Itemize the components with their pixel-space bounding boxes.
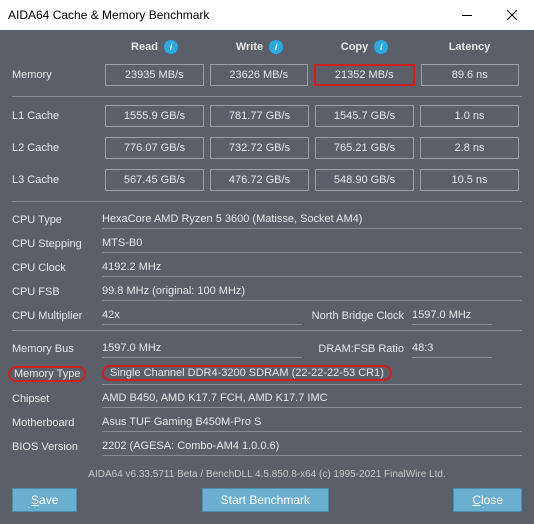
close-button[interactable]: [489, 0, 534, 30]
info-value: 2202 (AGESA: Combo-AM4 1.0.0.6): [102, 438, 522, 456]
info-icon[interactable]: i: [374, 40, 388, 54]
cell-memory-read: 23935 MB/s: [105, 64, 204, 86]
cell-l3-copy: 548.90 GB/s: [315, 169, 414, 191]
cell-l1-write: 781.77 GB/s: [210, 105, 309, 127]
close-button[interactable]: Close: [453, 488, 522, 512]
col-copy-label: Copy: [341, 41, 369, 53]
info-value: 4192.2 MHz: [102, 259, 522, 277]
info-sublabel: North Bridge Clock: [302, 310, 412, 322]
cell-l2-read: 776.07 GB/s: [105, 137, 204, 159]
row-l3: L3 Cache 567.45 GB/s 476.72 GB/s 548.90 …: [12, 169, 522, 191]
col-latency-label: Latency: [449, 41, 491, 53]
row-label: Memory: [12, 69, 102, 81]
info-icon[interactable]: i: [164, 40, 178, 54]
mem-type-value-highlight: Single Channel DDR4-3200 SDRAM (22-22-22…: [102, 365, 392, 381]
cell-memory-copy: 21352 MB/s: [314, 64, 415, 86]
info-value-wrap: Single Channel DDR4-3200 SDRAM (22-22-22…: [102, 363, 522, 385]
footer-text: AIDA64 v6.33.5711 Beta / BenchDLL 4.5.85…: [12, 469, 522, 480]
info-label: CPU Type: [12, 214, 102, 226]
info-value: 42x: [102, 307, 302, 325]
info-cpu-clock: CPU Clock 4192.2 MHz: [12, 258, 522, 278]
info-value: 1597.0 MHz: [102, 340, 302, 358]
info-label: CPU Clock: [12, 262, 102, 274]
cell-l1-read: 1555.9 GB/s: [105, 105, 204, 127]
cell-l1-copy: 1545.7 GB/s: [315, 105, 414, 127]
col-read-label: Read: [131, 41, 158, 53]
cell-l1-latency: 1.0 ns: [420, 105, 519, 127]
divider: [12, 330, 522, 331]
info-label: Memory Bus: [12, 343, 102, 355]
row-label: L2 Cache: [12, 142, 102, 154]
row-memory: Memory 23935 MB/s 23626 MB/s 21352 MB/s …: [12, 64, 522, 86]
info-value: AMD B450, AMD K17.7 FCH, AMD K17.7 IMC: [102, 390, 522, 408]
info-chipset: Chipset AMD B450, AMD K17.7 FCH, AMD K17…: [12, 389, 522, 409]
info-mem-bus: Memory Bus 1597.0 MHz DRAM:FSB Ratio 48:…: [12, 339, 522, 359]
info-label: CPU FSB: [12, 286, 102, 298]
info-motherboard: Motherboard Asus TUF Gaming B450M-Pro S: [12, 413, 522, 433]
mem-type-label-highlight: Memory Type: [8, 366, 86, 382]
info-label: BIOS Version: [12, 441, 102, 453]
info-value: HexaCore AMD Ryzen 5 3600 (Matisse, Sock…: [102, 211, 522, 229]
info-mem-type: Memory Type Single Channel DDR4-3200 SDR…: [12, 363, 522, 385]
info-label: Chipset: [12, 393, 102, 405]
divider: [12, 201, 522, 202]
info-value: MTS-B0: [102, 235, 522, 253]
info-value: 99.8 MHz (original: 100 MHz): [102, 283, 522, 301]
minimize-button[interactable]: [444, 0, 489, 30]
info-bios: BIOS Version 2202 (AGESA: Combo-AM4 1.0.…: [12, 437, 522, 457]
cell-l3-write: 476.72 GB/s: [210, 169, 309, 191]
info-value: Asus TUF Gaming B450M-Pro S: [102, 414, 522, 432]
col-latency: Latency: [417, 41, 522, 53]
window-title: AIDA64 Cache & Memory Benchmark: [8, 8, 444, 22]
info-label: Motherboard: [12, 417, 102, 429]
cell-l3-latency: 10.5 ns: [420, 169, 519, 191]
col-copy: Copy i: [312, 40, 417, 54]
save-button[interactable]: Save: [12, 488, 77, 512]
row-l1: L1 Cache 1555.9 GB/s 781.77 GB/s 1545.7 …: [12, 105, 522, 127]
col-read: Read i: [102, 40, 207, 54]
info-subvalue: 48:3: [412, 340, 492, 358]
start-benchmark-button[interactable]: Start Benchmark: [202, 488, 329, 512]
info-cpu-type: CPU Type HexaCore AMD Ryzen 5 3600 (Mati…: [12, 210, 522, 230]
col-write-label: Write: [236, 41, 263, 53]
row-l2: L2 Cache 776.07 GB/s 732.72 GB/s 765.21 …: [12, 137, 522, 159]
info-cpu-mult: CPU Multiplier 42x North Bridge Clock 15…: [12, 306, 522, 326]
info-subvalue: 1597.0 MHz: [412, 307, 492, 325]
button-row: Save Start Benchmark Close: [0, 480, 534, 524]
save-label: ave: [39, 493, 58, 507]
info-sublabel: DRAM:FSB Ratio: [302, 343, 412, 355]
info-cpu-fsb: CPU FSB 99.8 MHz (original: 100 MHz): [12, 282, 522, 302]
info-label: CPU Multiplier: [12, 310, 102, 322]
cell-memory-write: 23626 MB/s: [210, 64, 309, 86]
divider: [12, 96, 522, 97]
info-icon[interactable]: i: [269, 40, 283, 54]
col-write: Write i: [207, 40, 312, 54]
cell-l3-read: 567.45 GB/s: [105, 169, 204, 191]
info-label: Memory Type: [12, 368, 102, 380]
info-label: CPU Stepping: [12, 238, 102, 250]
cell-l2-write: 732.72 GB/s: [210, 137, 309, 159]
header-row: Read i Write i Copy i Latency: [12, 40, 522, 54]
close-label: lose: [481, 493, 503, 507]
cell-l2-copy: 765.21 GB/s: [315, 137, 414, 159]
info-cpu-stepping: CPU Stepping MTS-B0: [12, 234, 522, 254]
cell-memory-latency: 89.6 ns: [421, 64, 520, 86]
cell-l2-latency: 2.8 ns: [420, 137, 519, 159]
titlebar: AIDA64 Cache & Memory Benchmark: [0, 0, 534, 30]
content-area: Read i Write i Copy i Latency Memory 239…: [0, 30, 534, 480]
row-label: L3 Cache: [12, 174, 102, 186]
row-label: L1 Cache: [12, 110, 102, 122]
